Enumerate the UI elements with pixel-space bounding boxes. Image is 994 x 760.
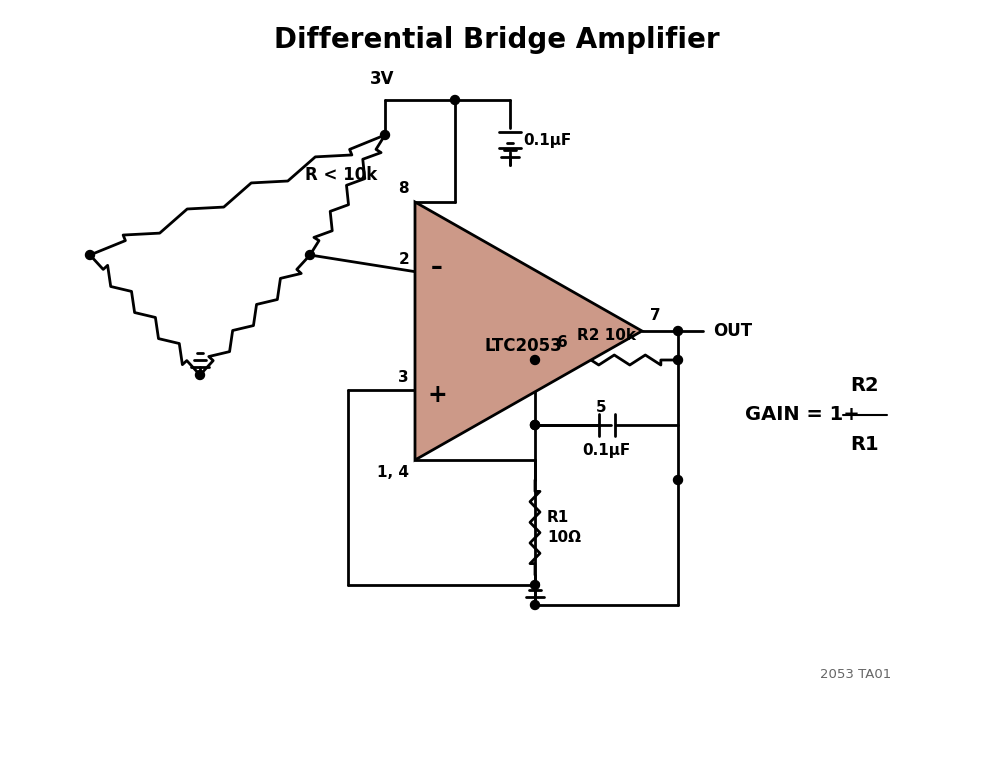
Text: R1: R1 [850,435,879,454]
Text: 5: 5 [595,400,605,415]
Text: 0.1μF: 0.1μF [581,443,630,458]
Text: LTC2053: LTC2053 [484,337,562,355]
Circle shape [530,600,539,610]
Circle shape [305,251,314,259]
Circle shape [380,131,389,140]
Text: 0.1μF: 0.1μF [523,132,571,147]
Circle shape [530,420,539,429]
Circle shape [530,581,539,590]
Text: –: – [430,255,442,279]
Text: 1, 4: 1, 4 [377,465,409,480]
Circle shape [673,476,682,485]
Text: 2053 TA01: 2053 TA01 [819,669,891,682]
Text: 3: 3 [398,370,409,385]
Text: +: + [426,383,446,407]
Polygon shape [414,202,641,460]
Circle shape [673,356,682,365]
Text: Differential Bridge Amplifier: Differential Bridge Amplifier [274,26,719,54]
Text: R2: R2 [850,376,879,395]
Text: 10Ω: 10Ω [547,530,580,545]
Text: GAIN = 1+: GAIN = 1+ [745,406,859,425]
Text: 6: 6 [557,335,568,350]
Text: 8: 8 [398,181,409,196]
Text: R < 10k: R < 10k [305,166,377,184]
Circle shape [85,251,94,259]
Text: 2: 2 [398,252,409,267]
Text: 3V: 3V [370,70,394,88]
Circle shape [673,327,682,335]
Circle shape [195,370,205,379]
Text: OUT: OUT [713,322,751,340]
Text: R1: R1 [547,510,569,525]
Text: R2 10k: R2 10k [577,328,635,343]
Circle shape [530,356,539,365]
Text: 7: 7 [649,308,660,323]
Circle shape [450,96,459,105]
Circle shape [530,420,539,429]
